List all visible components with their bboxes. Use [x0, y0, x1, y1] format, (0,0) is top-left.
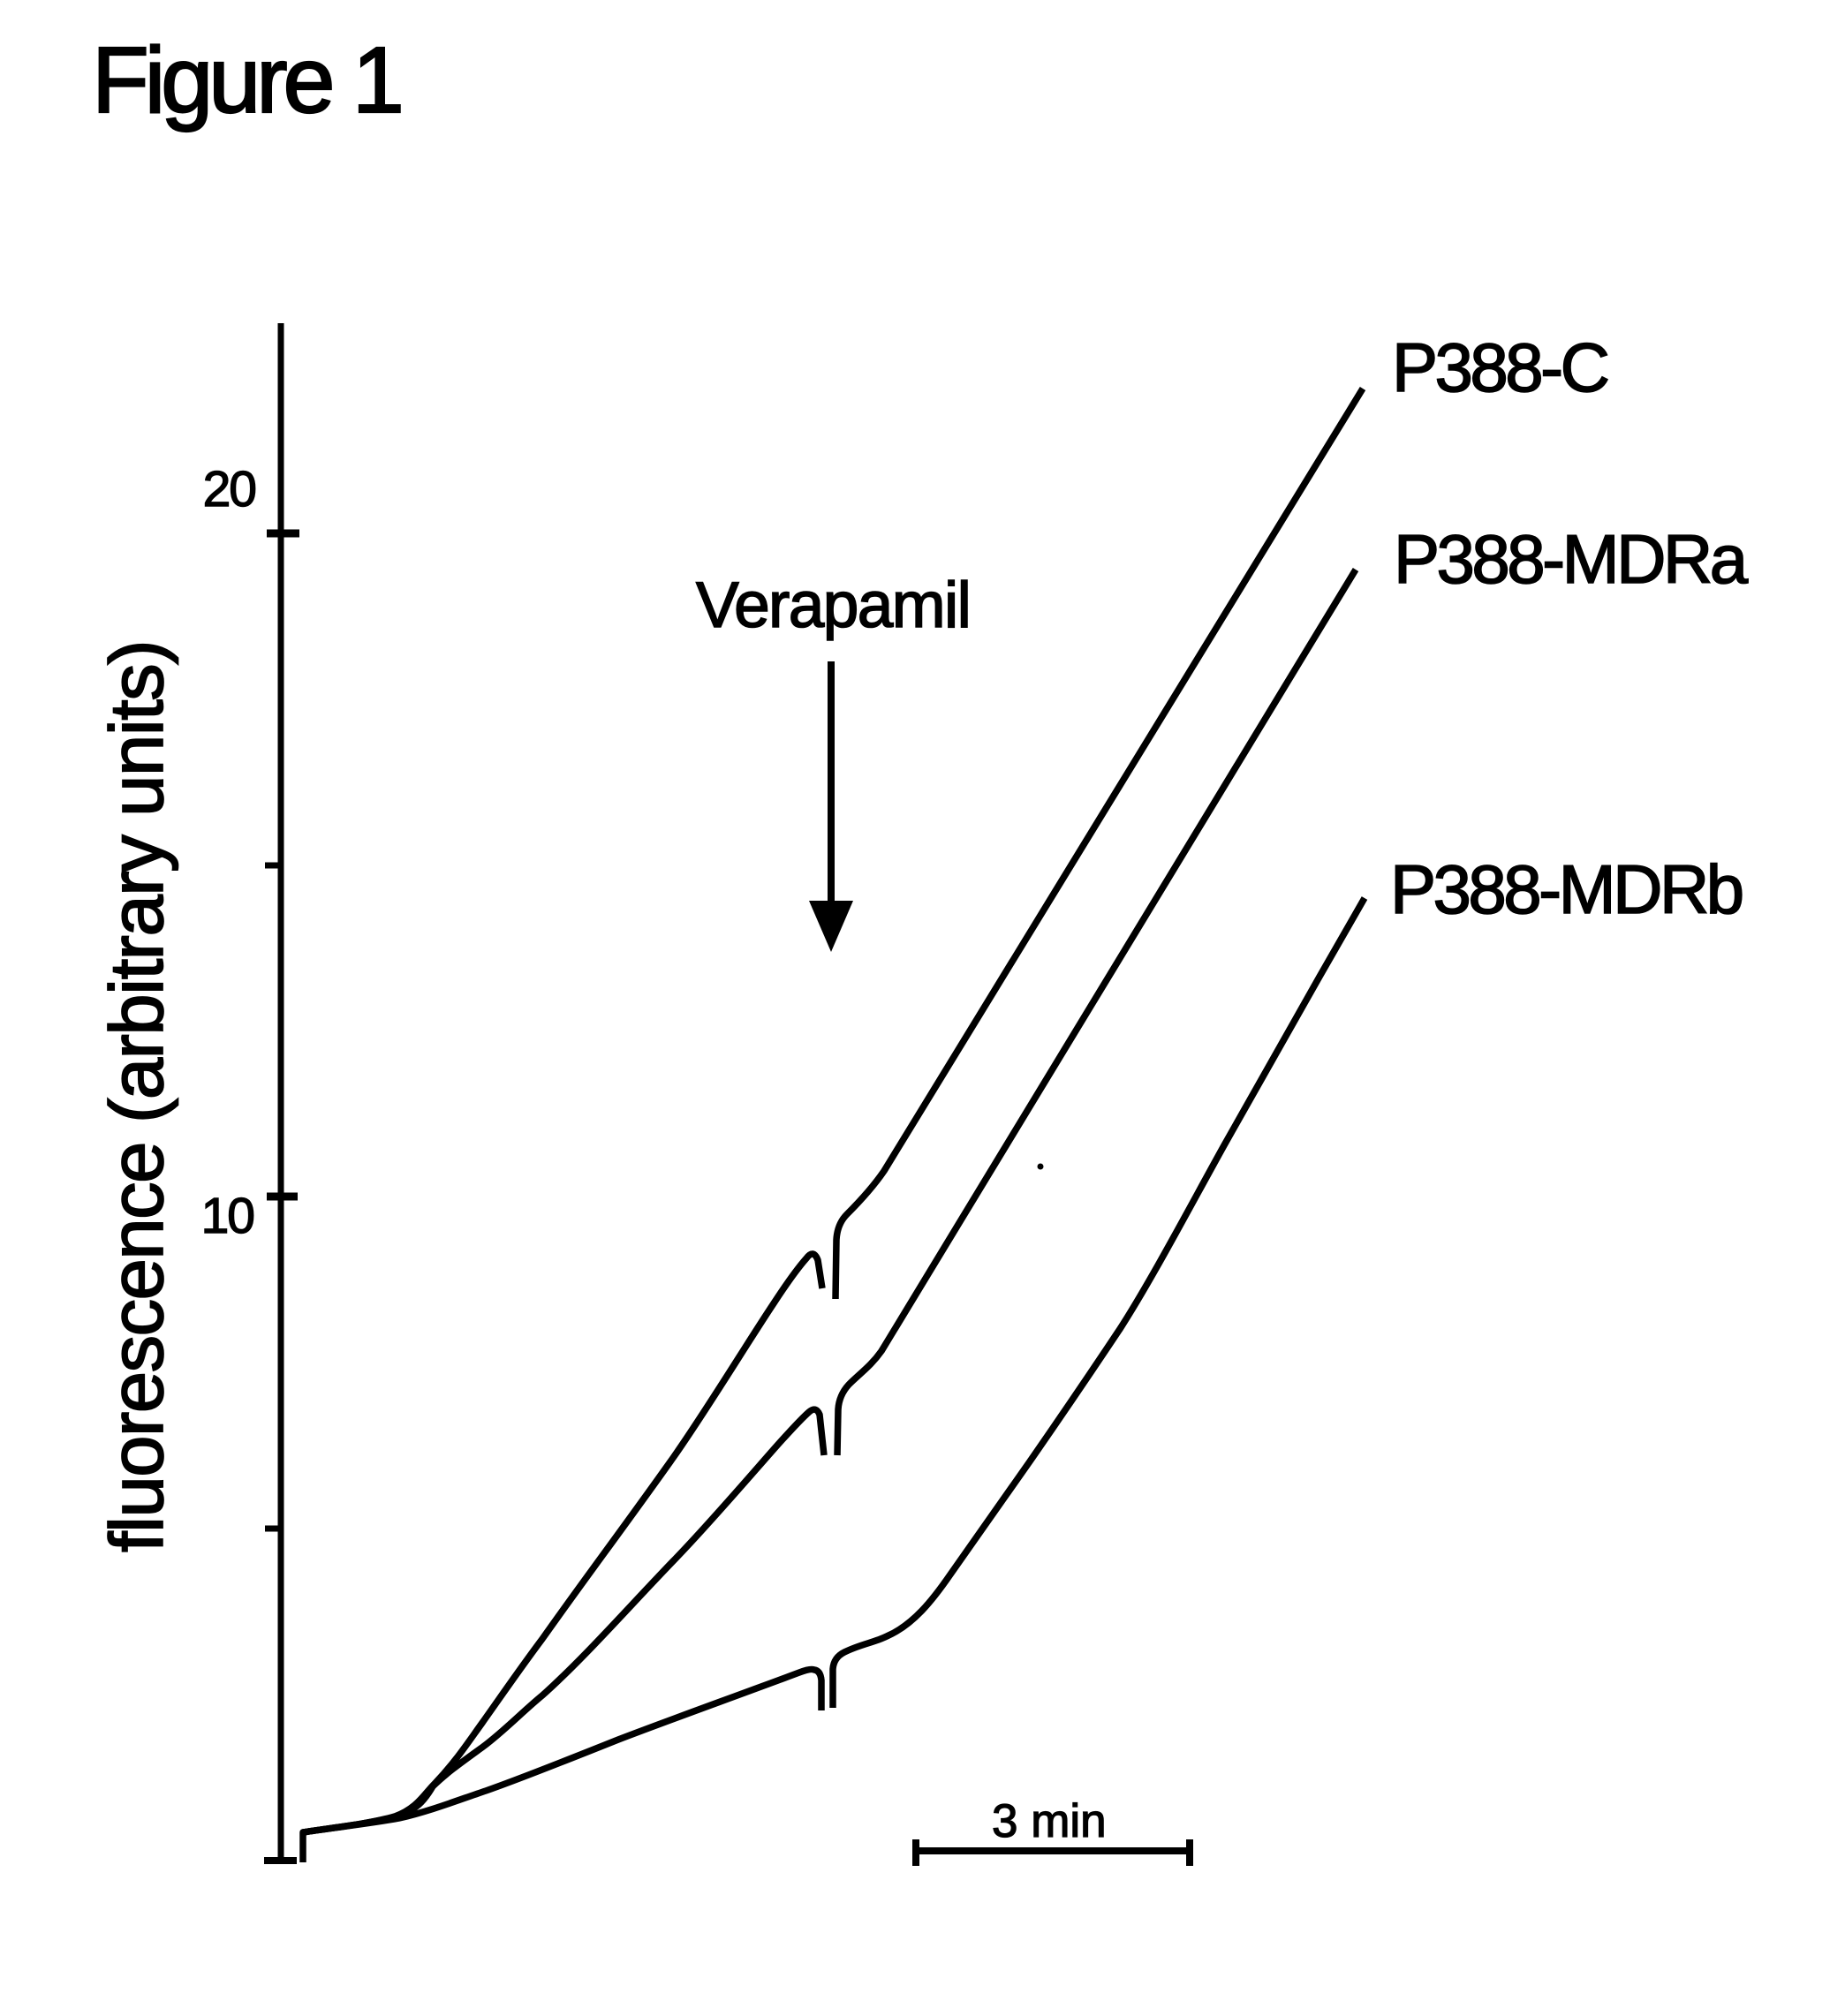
svg-text:3 min: 3 min — [992, 1795, 1107, 1847]
svg-text:P388-MDRa: P388-MDRa — [1394, 520, 1749, 598]
svg-text:10: 10 — [201, 1188, 254, 1244]
svg-text:20: 20 — [203, 461, 256, 517]
svg-text:fluorescence (arbitrary units): fluorescence (arbitrary units) — [95, 641, 179, 1552]
svg-text:P388-C: P388-C — [1392, 328, 1608, 406]
svg-text:P388-MDRb: P388-MDRb — [1390, 850, 1743, 928]
svg-text:Verapamil: Verapamil — [696, 570, 970, 641]
svg-text:Figure 1: Figure 1 — [92, 28, 400, 132]
